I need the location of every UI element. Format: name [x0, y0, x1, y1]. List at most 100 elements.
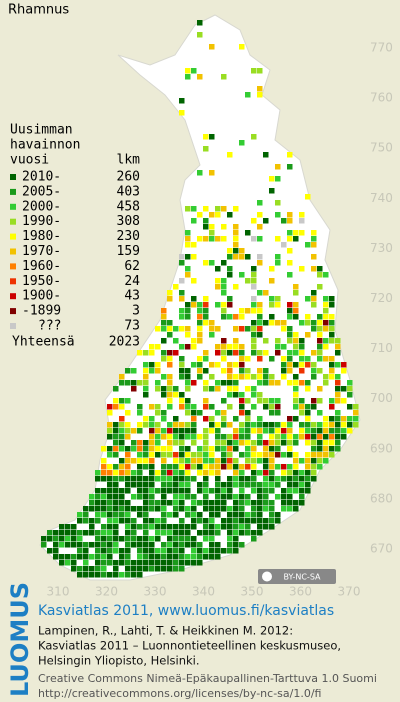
occurrence-square: [191, 494, 197, 500]
occurrence-square: [203, 482, 209, 488]
occurrence-square: [245, 500, 251, 506]
occurrence-square: [203, 224, 209, 230]
occurrence-square: [185, 410, 191, 416]
occurrence-square: [251, 266, 257, 272]
occurrence-square: [107, 422, 113, 428]
occurrence-square: [347, 380, 353, 386]
occurrence-square: [191, 428, 197, 434]
occurrence-square: [257, 332, 263, 338]
occurrence-square: [239, 248, 245, 254]
occurrence-square: [185, 242, 191, 248]
occurrence-square: [287, 326, 293, 332]
occurrence-square: [137, 512, 143, 518]
occurrence-square: [119, 446, 125, 452]
occurrence-square: [221, 290, 227, 296]
occurrence-square: [119, 380, 125, 386]
occurrence-square: [143, 446, 149, 452]
occurrence-square: [185, 368, 191, 374]
occurrence-square: [191, 506, 197, 512]
occurrence-square: [179, 314, 185, 320]
occurrence-square: [191, 338, 197, 344]
legend-label: 2000-: [22, 199, 61, 214]
occurrence-square: [203, 524, 209, 530]
occurrence-square: [251, 68, 257, 74]
occurrence-square: [257, 524, 263, 530]
occurrence-square: [77, 572, 83, 578]
occurrence-square: [257, 68, 263, 74]
occurrence-square: [119, 506, 125, 512]
occurrence-square: [245, 530, 251, 536]
occurrence-square: [347, 428, 353, 434]
occurrence-square: [197, 74, 203, 80]
occurrence-square: [197, 302, 203, 308]
occurrence-square: [179, 434, 185, 440]
occurrence-square: [197, 356, 203, 362]
occurrence-square: [179, 356, 185, 362]
occurrence-square: [137, 458, 143, 464]
occurrence-square: [317, 434, 323, 440]
occurrence-square: [275, 434, 281, 440]
occurrence-square: [143, 500, 149, 506]
occurrence-square: [305, 428, 311, 434]
occurrence-square: [299, 338, 305, 344]
legend-swatch: [10, 233, 16, 240]
occurrence-square: [239, 470, 245, 476]
occurrence-square: [311, 464, 317, 470]
occurrence-square: [227, 368, 233, 374]
occurrence-square: [167, 290, 173, 296]
occurrence-square: [293, 308, 299, 314]
occurrence-square: [269, 302, 275, 308]
occurrence-square: [167, 524, 173, 530]
occurrence-square: [41, 536, 47, 542]
occurrence-square: [329, 416, 335, 422]
occurrence-square: [131, 386, 137, 392]
occurrence-square: [113, 542, 119, 548]
occurrence-square: [107, 428, 113, 434]
occurrence-square: [317, 422, 323, 428]
occurrence-square: [143, 542, 149, 548]
occurrence-square: [251, 296, 257, 302]
occurrence-square: [161, 488, 167, 494]
occurrence-square: [287, 218, 293, 224]
occurrence-square: [107, 518, 113, 524]
occurrence-square: [185, 452, 191, 458]
occurrence-square: [293, 302, 299, 308]
occurrence-square: [317, 338, 323, 344]
occurrence-square: [209, 230, 215, 236]
occurrence-square: [293, 344, 299, 350]
occurrence-square: [41, 542, 47, 548]
occurrence-square: [263, 470, 269, 476]
occurrence-square: [323, 308, 329, 314]
occurrence-square: [281, 356, 287, 362]
occurrence-square: [233, 284, 239, 290]
occurrence-square: [155, 476, 161, 482]
occurrence-square: [197, 464, 203, 470]
occurrence-square: [245, 386, 251, 392]
occurrence-square: [191, 458, 197, 464]
occurrence-square: [89, 554, 95, 560]
occurrence-square: [119, 428, 125, 434]
occurrence-square: [167, 392, 173, 398]
occurrence-square: [173, 548, 179, 554]
occurrence-square: [197, 434, 203, 440]
occurrence-square: [269, 476, 275, 482]
occurrence-square: [161, 446, 167, 452]
occurrence-square: [281, 368, 287, 374]
occurrence-square: [221, 506, 227, 512]
occurrence-square: [185, 374, 191, 380]
occurrence-square: [293, 398, 299, 404]
occurrence-square: [113, 476, 119, 482]
occurrence-square: [161, 410, 167, 416]
occurrence-square: [263, 380, 269, 386]
occurrence-square: [149, 446, 155, 452]
occurrence-square: [107, 470, 113, 476]
occurrence-square: [143, 476, 149, 482]
occurrence-square: [221, 356, 227, 362]
occurrence-square: [275, 344, 281, 350]
occurrence-square: [197, 548, 203, 554]
occurrence-square: [335, 380, 341, 386]
occurrence-square: [179, 428, 185, 434]
occurrence-square: [143, 566, 149, 572]
occurrence-square: [311, 446, 317, 452]
occurrence-square: [173, 464, 179, 470]
